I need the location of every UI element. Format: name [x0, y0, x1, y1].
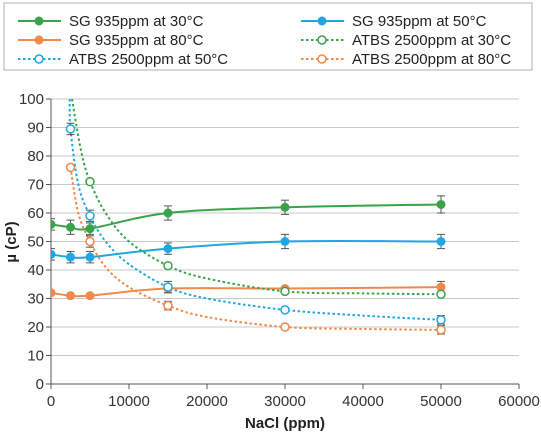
- y-tick-label: 100: [19, 91, 44, 108]
- data-point: [51, 219, 56, 229]
- data-point: [51, 249, 56, 259]
- y-tick-label: 60: [27, 205, 44, 222]
- series-line: [51, 239, 442, 259]
- legend-box: [3, 2, 533, 71]
- series-line: [69, 167, 442, 331]
- grid: [51, 98, 519, 356]
- legend-label: SG 935ppm at 30°C: [69, 13, 204, 30]
- data-point: [85, 224, 95, 234]
- legend-marker: [34, 16, 44, 26]
- data-point: [436, 237, 446, 246]
- y-tick-label: 20: [27, 319, 44, 336]
- data-point: [436, 199, 446, 209]
- legend-marker: [34, 35, 44, 45]
- series-line: [51, 203, 442, 231]
- data-point: [163, 260, 173, 271]
- data-point: [280, 305, 290, 315]
- series-1: [51, 233, 446, 264]
- legend-marker: [317, 54, 327, 64]
- y-tick-label: 90: [27, 120, 44, 137]
- data-point: [436, 289, 446, 299]
- data-point: [436, 315, 446, 325]
- y-tick-label: 30: [27, 291, 44, 308]
- data-point: [66, 222, 75, 232]
- data-point: [51, 288, 56, 298]
- legend-label: ATBS 2500ppm at 80°C: [352, 51, 511, 68]
- legend-label: SG 935ppm at 80°C: [69, 32, 204, 49]
- y-tick-label: 70: [27, 177, 44, 194]
- data-point: [163, 282, 173, 292]
- data-point: [280, 286, 290, 297]
- series-5: [65, 162, 446, 335]
- x-tick-label: 0: [47, 393, 55, 410]
- series-line: [51, 286, 442, 298]
- data-point: [280, 322, 290, 332]
- legend-label: SG 935ppm at 50°C: [352, 13, 487, 30]
- x-tick-label: 10000: [108, 393, 150, 410]
- legend-marker: [317, 16, 327, 26]
- data-point: [280, 237, 290, 246]
- y-tick-label: 10: [27, 348, 44, 365]
- series-group: [51, 98, 446, 335]
- data-point: [65, 162, 76, 173]
- data-point: [85, 236, 95, 247]
- x-tick-label: 60000: [498, 393, 540, 410]
- data-point: [280, 202, 290, 212]
- data-point: [66, 252, 75, 262]
- data-point: [163, 300, 173, 311]
- legend: SG 935ppm at 30°C SG 935ppm at 50°C SG 935…: [18, 13, 511, 68]
- x-tick-label: 30000: [264, 393, 306, 410]
- data-point: [85, 291, 95, 301]
- data-point: [66, 291, 75, 301]
- series-3: [71, 98, 446, 299]
- data-point: [85, 211, 95, 221]
- axes: 0 10 20 30 40 50 60 70 80 90 100 0 10000 20000 30000 40…: [19, 91, 540, 410]
- y-tick-label: 0: [36, 376, 44, 393]
- data-point: [85, 176, 95, 187]
- y-tick-label: 80: [27, 148, 44, 165]
- y-axis-label: µ (cP): [3, 221, 20, 262]
- x-tick-label: 40000: [342, 393, 384, 410]
- series-line: [68, 98, 442, 321]
- data-point: [65, 124, 76, 134]
- series-line: [71, 98, 442, 296]
- legend-label: ATBS 2500ppm at 30°C: [352, 32, 511, 49]
- x-tick-label: 50000: [420, 393, 462, 410]
- data-point: [85, 252, 95, 262]
- y-tick-label: 40: [27, 262, 44, 279]
- data-point: [163, 208, 173, 218]
- legend-marker: [34, 54, 44, 64]
- x-axis-label: NaCl (ppm): [245, 415, 325, 432]
- y-tick-label: 50: [27, 234, 44, 251]
- series-4: [65, 98, 446, 325]
- series-0: [51, 195, 446, 235]
- x-tick-label: 20000: [186, 393, 228, 410]
- legend-label: ATBS 2500ppm at 50°C: [69, 51, 228, 68]
- data-point: [436, 325, 446, 335]
- data-point: [163, 244, 173, 254]
- series-2: [51, 280, 446, 301]
- legend-marker: [317, 35, 327, 45]
